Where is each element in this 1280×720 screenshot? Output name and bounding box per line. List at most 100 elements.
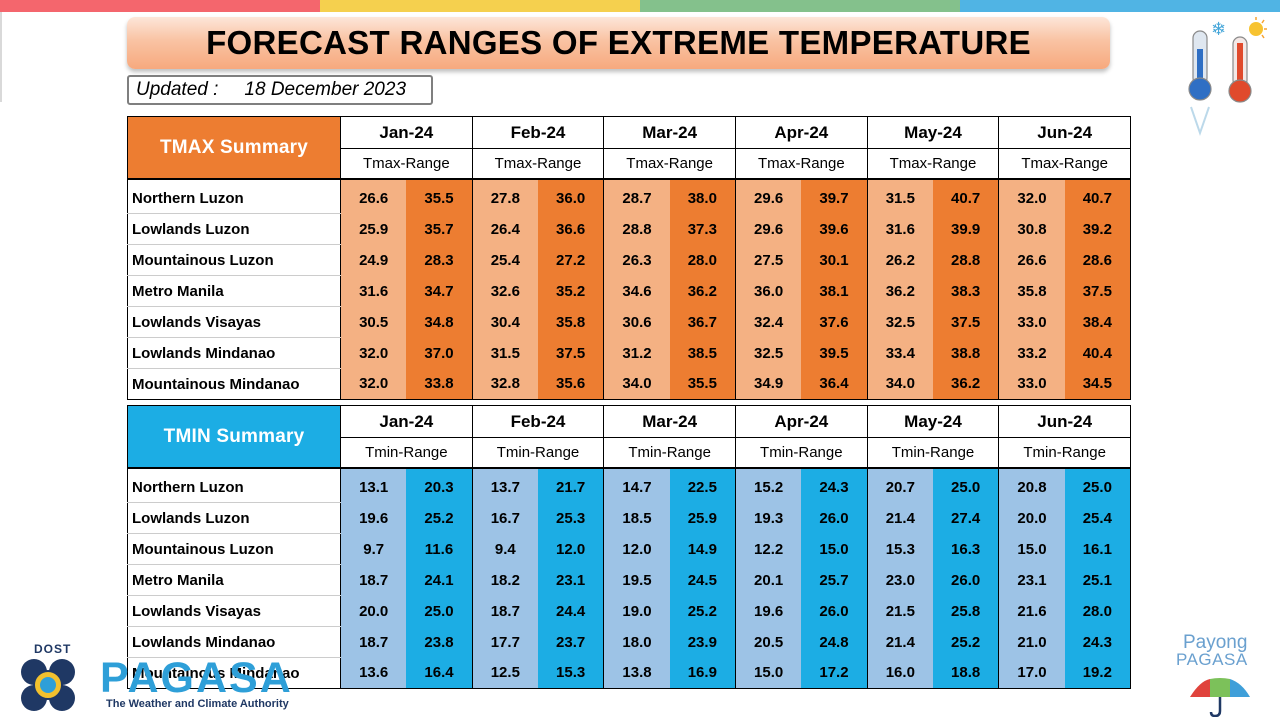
range-high-value: 16.3: [932, 533, 1000, 565]
range-high-value: 37.5: [932, 306, 1000, 338]
range-low-value: 16.0: [866, 657, 933, 689]
table-row: Mountainous Luzon 24.9 28.3 25.4 27.2 26.3 28.…: [127, 244, 1131, 276]
range-low-value: 32.0: [998, 178, 1065, 214]
range-high-value: 26.0: [932, 564, 1000, 596]
table-row: Northern Luzon 26.6 35.5 27.8 36.0 28.7 38.0 29…: [127, 178, 1131, 214]
range-high-value: 28.0: [669, 244, 736, 276]
range-high-value: 12.0: [537, 533, 605, 565]
range-low-value: 36.0: [734, 275, 802, 307]
range-high-value: 17.2: [801, 657, 868, 689]
range-high-value: 25.0: [932, 467, 1000, 503]
region-name: Lowlands Luzon: [127, 213, 341, 245]
range-high-value: 39.7: [801, 178, 868, 214]
tmax-month-header: Apr-24: [734, 116, 868, 149]
range-low-value: 18.7: [471, 595, 538, 627]
range-high-value: 35.6: [537, 368, 605, 400]
range-low-value: 21.4: [866, 626, 933, 658]
range-high-value: 15.3: [537, 657, 605, 689]
range-high-value: 25.3: [537, 502, 605, 534]
range-low-value: 15.3: [866, 533, 933, 565]
range-high-value: 35.7: [406, 213, 473, 245]
range-low-value: 18.7: [340, 564, 407, 596]
range-high-value: 23.1: [537, 564, 605, 596]
pagasa-wordmark: PAGASA: [100, 654, 293, 702]
updated-label: Updated :: [136, 79, 219, 100]
range-high-value: 38.5: [669, 337, 736, 369]
range-low-value: 34.0: [603, 368, 670, 400]
range-low-value: 26.6: [998, 244, 1065, 276]
range-low-value: 19.3: [734, 502, 802, 534]
top-bar-blue: [960, 0, 1280, 12]
range-low-value: 19.6: [734, 595, 802, 627]
range-low-value: 34.6: [603, 275, 670, 307]
page-title: FORECAST RANGES OF EXTREME TEMPERATURE: [206, 24, 1031, 61]
range-high-value: 35.5: [669, 368, 736, 400]
range-high-value: 23.7: [537, 626, 605, 658]
range-low-value: 29.6: [734, 178, 802, 214]
range-low-value: 28.7: [603, 178, 670, 214]
range-high-value: 39.2: [1064, 213, 1131, 245]
range-low-value: 26.2: [866, 244, 933, 276]
table-row: Northern Luzon 13.1 20.3 13.7 21.7 14.7 22.5 15…: [127, 467, 1131, 503]
range-low-value: 20.8: [998, 467, 1065, 503]
payong-label-1: Payong: [1183, 632, 1248, 653]
range-high-value: 25.0: [1064, 467, 1131, 503]
range-high-value: 15.0: [801, 533, 868, 565]
range-low-value: 15.0: [998, 533, 1065, 565]
tmax-month-header: Mar-24: [603, 116, 736, 149]
tmin-range-label: Tmin-Range: [734, 437, 868, 469]
range-low-value: 31.2: [603, 337, 670, 369]
range-high-value: 27.4: [932, 502, 1000, 534]
dost-label: DOST: [34, 642, 72, 656]
table-row: Mountainous Luzon 9.7 11.6 9.4 12.0 12.0 14.9 1…: [127, 533, 1131, 565]
range-low-value: 20.5: [734, 626, 802, 658]
range-high-value: 25.1: [1064, 564, 1131, 596]
tmax-range-label: Tmax-Range: [603, 148, 736, 180]
tmin-range-label: Tmin-Range: [998, 437, 1131, 469]
range-low-value: 21.6: [998, 595, 1065, 627]
range-low-value: 32.0: [340, 368, 407, 400]
range-low-value: 19.5: [603, 564, 670, 596]
range-low-value: 34.9: [734, 368, 802, 400]
range-high-value: 23.8: [406, 626, 473, 658]
range-high-value: 35.2: [537, 275, 605, 307]
tmax-range-label: Tmax-Range: [340, 148, 473, 180]
region-name: Metro Manila: [127, 564, 341, 596]
range-high-value: 16.4: [406, 657, 473, 689]
range-high-value: 20.3: [406, 467, 473, 503]
umbrella-icon: [1190, 678, 1250, 717]
tmax-month-header: Jan-24: [340, 116, 473, 149]
range-high-value: 38.4: [1064, 306, 1131, 338]
tmin-month-row: TMIN Summary Jan-24 Feb-24 Mar-24 Apr-24 May-…: [127, 405, 1131, 469]
tmin-month-header: Jun-24: [998, 405, 1131, 438]
range-low-value: 23.1: [998, 564, 1065, 596]
range-high-value: 11.6: [406, 533, 473, 565]
cold-thermometer-icon: ❄: [1188, 19, 1226, 137]
range-low-value: 18.2: [471, 564, 538, 596]
table-row: Mountainous Mindanao 13.6 16.4 12.5 15.3 13.8…: [127, 657, 1131, 689]
title-banner: FORECAST RANGES OF EXTREME TEMPERATURE: [127, 17, 1110, 69]
range-low-value: 12.5: [471, 657, 538, 689]
tmax-summary-table: TMAX Summary Jan-24 Feb-24 Mar-24 Apr-24 May-…: [127, 116, 1131, 400]
range-high-value: 24.3: [801, 467, 868, 503]
range-low-value: 30.4: [471, 306, 538, 338]
tmin-month-header: Apr-24: [734, 405, 868, 438]
range-high-value: 26.0: [801, 502, 868, 534]
table-row: Lowlands Mindanao 18.7 23.8 17.7 23.7 18.0 23.…: [127, 626, 1131, 658]
region-name: Metro Manila: [127, 275, 341, 307]
range-low-value: 20.0: [998, 502, 1065, 534]
range-low-value: 15.2: [734, 467, 802, 503]
range-low-value: 33.2: [998, 337, 1065, 369]
range-low-value: 31.6: [340, 275, 407, 307]
tmax-summary-label: TMAX Summary: [127, 116, 341, 180]
top-bar-red: [0, 0, 320, 12]
region-name: Mountainous Luzon: [127, 533, 341, 565]
snowflake-icon: ❄: [1211, 19, 1226, 40]
range-low-value: 32.6: [471, 275, 538, 307]
range-high-value: 26.0: [801, 595, 868, 627]
range-low-value: 32.0: [340, 337, 407, 369]
table-row: Mountainous Mindanao 32.0 33.8 32.8 35.6 34.0…: [127, 368, 1131, 400]
tmin-range-label: Tmin-Range: [340, 437, 473, 469]
pagasa-logo-icon: [21, 659, 75, 711]
range-high-value: 36.7: [669, 306, 736, 338]
